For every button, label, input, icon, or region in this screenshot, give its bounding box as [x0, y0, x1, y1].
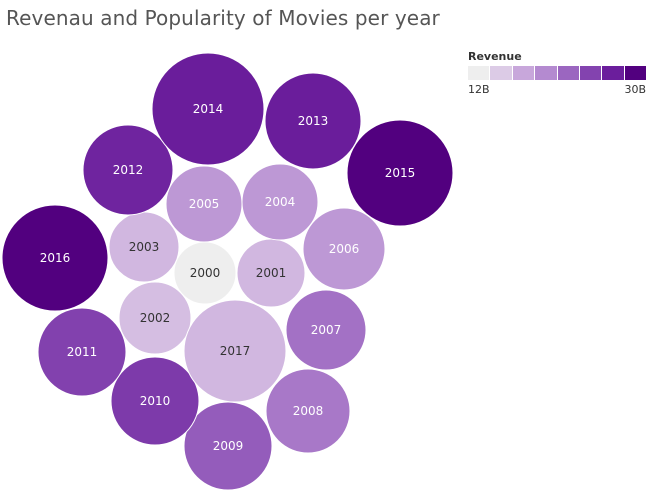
bubble-label-2013: 2013 [298, 114, 329, 128]
bubble-2006[interactable]: 2006 [302, 207, 386, 291]
legend-max-label: 30B [624, 83, 646, 96]
bubble-label-2006: 2006 [329, 242, 360, 256]
legend-ramp-step-7 [624, 66, 646, 80]
bubble-circle-2013[interactable] [264, 72, 362, 170]
bubble-circle-2011[interactable] [37, 307, 127, 397]
bubble-circle-2015[interactable] [346, 119, 454, 227]
legend-ramp-step-1 [490, 66, 513, 80]
bubble-2010[interactable]: 2010 [110, 356, 200, 446]
bubble-label-2011: 2011 [67, 345, 98, 359]
bubble-2003[interactable]: 2003 [108, 211, 180, 283]
bubble-circle-2017[interactable] [183, 299, 287, 403]
bubble-2009[interactable]: 2009 [183, 401, 273, 491]
bubble-circle-2014[interactable] [151, 52, 265, 166]
bubble-label-2008: 2008 [293, 404, 324, 418]
bubble-2005[interactable]: 2005 [165, 165, 243, 243]
bubble-2017[interactable]: 2017 [183, 299, 287, 403]
bubble-circle-2005[interactable] [165, 165, 243, 243]
bubble-label-2003: 2003 [129, 240, 160, 254]
legend-title: Revenue [468, 50, 522, 63]
bubble-2002[interactable]: 2002 [118, 281, 192, 355]
chart-title: Revenau and Popularity of Movies per yea… [6, 6, 440, 30]
bubble-label-2005: 2005 [189, 197, 220, 211]
legend-min-label: 12B [468, 83, 490, 96]
bubble-circle-2002[interactable] [118, 281, 192, 355]
bubble-label-2009: 2009 [213, 439, 244, 453]
bubble-label-2002: 2002 [140, 311, 171, 325]
bubble-label-2010: 2010 [140, 394, 171, 408]
legend-ramp-step-4 [557, 66, 580, 80]
legend-ramp-step-6 [602, 66, 625, 80]
bubble-circle-2010[interactable] [110, 356, 200, 446]
bubble-label-2014: 2014 [193, 102, 224, 116]
bubble-label-2016: 2016 [40, 251, 71, 265]
legend-color-ramp [468, 66, 646, 80]
bubble-2004[interactable]: 2004 [241, 163, 319, 241]
bubble-circle-2008[interactable] [265, 368, 351, 454]
bubble-2013[interactable]: 2013 [264, 72, 362, 170]
bubble-label-2017: 2017 [220, 344, 251, 358]
bubble-2016[interactable]: 2016 [1, 204, 109, 312]
bubble-label-2015: 2015 [385, 166, 416, 180]
bubble-2012[interactable]: 2012 [82, 124, 174, 216]
bubble-2015[interactable]: 2015 [346, 119, 454, 227]
bubble-2001[interactable]: 2001 [236, 238, 306, 308]
bubble-label-2007: 2007 [311, 323, 342, 337]
bubble-2014[interactable]: 2014 [151, 52, 265, 166]
bubble-label-2001: 2001 [256, 266, 287, 280]
legend-labels: 12B 30B [468, 83, 646, 97]
bubble-2007[interactable]: 2007 [285, 289, 367, 371]
bubble-label-2000: 2000 [190, 266, 221, 280]
bubble-circle-2012[interactable] [82, 124, 174, 216]
bubble-2000[interactable]: 2000 [173, 241, 237, 305]
bubble-label-2004: 2004 [265, 195, 296, 209]
bubble-2008[interactable]: 2008 [265, 368, 351, 454]
bubble-circle-2016[interactable] [1, 204, 109, 312]
color-legend: Revenue 12B 30B [468, 50, 648, 97]
legend-ramp-step-0 [468, 66, 491, 80]
bubble-circle-2007[interactable] [285, 289, 367, 371]
legend-ramp-step-5 [579, 66, 603, 80]
bubble-2011[interactable]: 2011 [37, 307, 127, 397]
legend-ramp-step-2 [512, 66, 536, 80]
bubble-label-2012: 2012 [113, 163, 144, 177]
legend-ramp-step-3 [535, 66, 558, 80]
bubble-circle-2006[interactable] [302, 207, 386, 291]
